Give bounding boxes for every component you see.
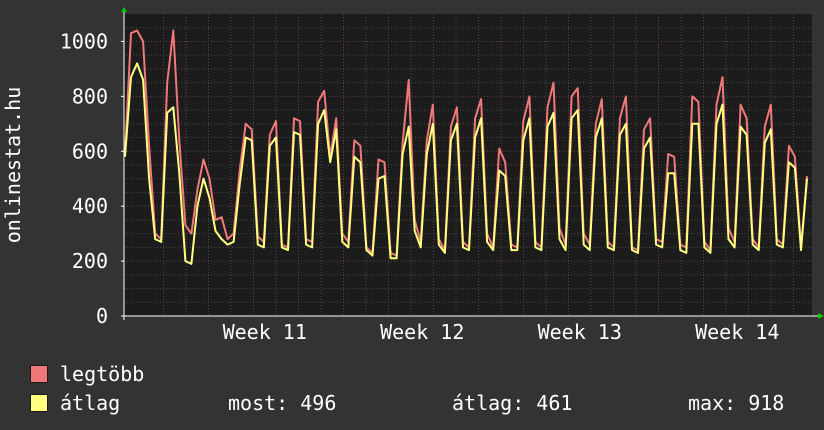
axes bbox=[121, 7, 824, 320]
y-tick-label: 600 bbox=[72, 139, 108, 163]
x-tick-label: Week 14 bbox=[695, 320, 779, 344]
stat-max: max: 918 bbox=[688, 391, 785, 415]
legend-label: legtöbb bbox=[60, 362, 145, 386]
x-tick-labels: Week 11 Week 12 Week 13 Week 14 bbox=[223, 320, 780, 344]
y-tick-label: 200 bbox=[72, 249, 108, 273]
stat-most: most: 496 bbox=[228, 391, 337, 415]
x-tick-label: Week 11 bbox=[223, 320, 307, 344]
legend-swatch bbox=[30, 365, 48, 383]
y-tick-labels: 0 200 400 600 800 1000 bbox=[60, 29, 124, 328]
y-axis-arrow bbox=[121, 7, 127, 12]
plot-area bbox=[124, 14, 812, 316]
y-tick-label: 1000 bbox=[60, 29, 108, 53]
series-line-1 bbox=[124, 62, 808, 265]
y-tick-label: 0 bbox=[96, 304, 108, 328]
x-tick-label: Week 12 bbox=[380, 320, 464, 344]
x-axis-arrow bbox=[818, 313, 824, 319]
stat-atlag: átlag: 461 bbox=[452, 391, 573, 415]
series-group bbox=[124, 29, 808, 265]
legend-label: átlag bbox=[60, 391, 121, 415]
legend-item-legtobb: legtöbb bbox=[30, 362, 145, 386]
series-line-0 bbox=[124, 29, 808, 257]
x-tick-label: Week 13 bbox=[538, 320, 622, 344]
legend-item-atlag: átlag bbox=[30, 391, 121, 415]
y-tick-label: 400 bbox=[72, 194, 108, 218]
y-tick-label: 800 bbox=[72, 84, 108, 108]
y-axis-label: onlinestat.hu bbox=[1, 87, 25, 244]
legend-swatch bbox=[30, 394, 48, 412]
